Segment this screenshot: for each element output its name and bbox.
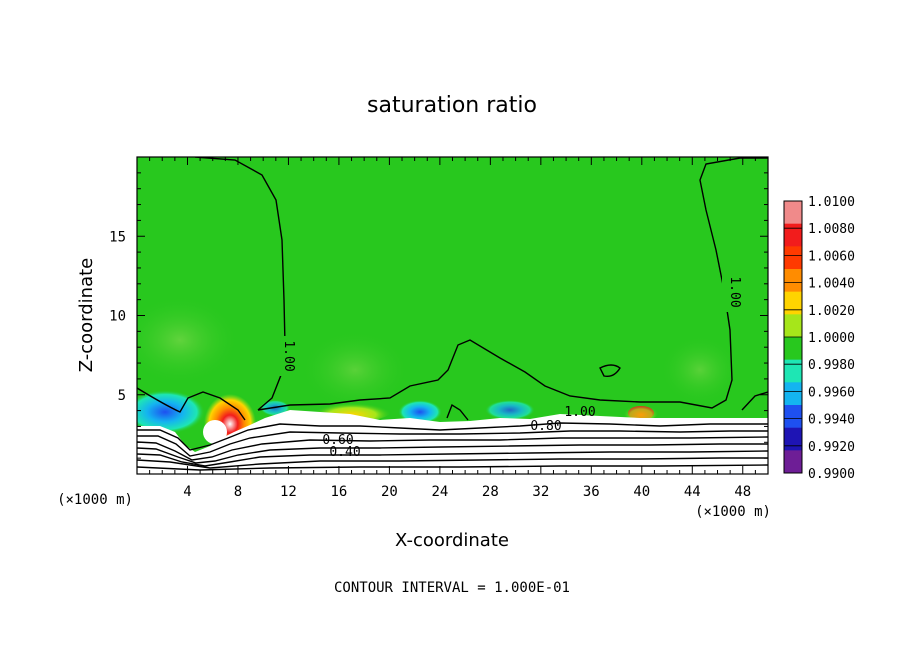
colorbar-swatch	[784, 359, 802, 383]
x-tick-label: 20	[381, 484, 398, 500]
colorbar-swatch	[784, 427, 802, 451]
contour-0-70	[137, 436, 768, 461]
colorbar-label: 1.0100	[808, 195, 855, 210]
moist-patch-right	[660, 335, 740, 405]
contour-label-center: 1.00	[564, 405, 595, 420]
colorbar-label: 0.9980	[808, 358, 855, 373]
colorbar-label: 1.0060	[808, 249, 855, 264]
x-tick-label: 36	[583, 484, 600, 500]
contour-0-90	[137, 422, 768, 451]
y-tick-label: 5	[118, 388, 126, 404]
contour-0-60	[137, 443, 768, 464]
contour-lines	[137, 157, 768, 471]
contour-0-50	[137, 450, 768, 467]
contour-label-0-40: 0.40	[329, 445, 360, 460]
colorbar-swatch	[784, 223, 802, 247]
contour-1-edge	[741, 391, 768, 411]
plot-field: 1.00 1.00 1.00 0.80 0.60 0.40	[137, 157, 768, 474]
x-tick-label: 48	[734, 484, 751, 500]
contour-1-bump	[446, 403, 469, 421]
contour-label-right: 1.00	[727, 276, 742, 307]
colorbar-label: 1.0040	[808, 277, 855, 292]
contour-1-right	[257, 157, 768, 411]
contour-0-40	[137, 457, 768, 469]
colorbar-swatch	[784, 382, 802, 406]
colorbar-label: 0.9940	[808, 413, 855, 428]
colorbar-label: 1.0000	[808, 331, 855, 346]
contour-1-left	[194, 157, 286, 411]
colorbar-label: 0.9960	[808, 385, 855, 400]
chart-title: saturation ratio	[367, 93, 537, 118]
y-tick-label: 15	[109, 229, 126, 245]
contour-label-0-80: 0.80	[530, 419, 561, 434]
subsaturated-patch-mid	[398, 400, 442, 424]
subsaturated-patch-left	[137, 390, 205, 434]
x-tick-label: 4	[183, 484, 191, 500]
x-tick-label: 12	[280, 484, 297, 500]
contour-0-30	[137, 464, 768, 471]
colorbar-swatch	[784, 450, 802, 474]
x-axis-ticks: 4 8 12 16 20 24 28 32 36 40 44 48	[149, 157, 756, 500]
contour-1-island	[599, 364, 621, 378]
colorbar-label: 1.0080	[808, 222, 855, 237]
moist-patch-center	[300, 330, 410, 410]
x-unit-label-right: (×1000 m)	[695, 504, 771, 520]
x-tick-label: 8	[234, 484, 242, 500]
colorbar-swatch	[784, 314, 802, 338]
colorbar-swatch	[784, 246, 802, 270]
x-tick-label: 32	[532, 484, 549, 500]
contour-1-left-low	[137, 387, 246, 421]
surface-notch	[203, 420, 227, 444]
colorbar-swatch	[784, 291, 802, 315]
contour-label-bg-1	[276, 336, 294, 376]
colorbar-label: 1.0020	[808, 304, 855, 319]
colorbar: 1.0100 1.0080 1.0060 1.0040 1.0020 1.0000 0.99…	[783, 195, 855, 482]
warm-halo-right	[623, 401, 659, 421]
contour-label-bg-2	[722, 272, 740, 312]
moist-patch-left	[137, 295, 240, 385]
colorbar-swatch	[784, 201, 802, 224]
y-axis-ticks: 5 10 15	[109, 172, 768, 459]
surface-layer	[137, 410, 768, 474]
contour-interval-note: CONTOUR INTERVAL = 1.000E-01	[334, 580, 570, 596]
y-axis-label: Z-coordinate	[76, 258, 97, 373]
x-tick-label: 16	[330, 484, 347, 500]
contour-label-left: 1.00	[281, 340, 296, 371]
y-tick-label: 10	[109, 309, 126, 325]
colorbar-label: 0.9900	[808, 467, 855, 482]
subsaturated-patch-center	[485, 400, 535, 420]
contour-label-0-60: 0.60	[322, 433, 353, 448]
x-tick-label: 28	[482, 484, 499, 500]
x-unit-label-left: (×1000 m)	[57, 492, 133, 508]
x-tick-label: 40	[633, 484, 650, 500]
colorbar-swatch	[784, 269, 802, 292]
colorbar-swatch	[784, 337, 802, 360]
colorbar-label: 0.9920	[808, 440, 855, 455]
contour-0-80	[137, 430, 768, 457]
x-tick-label: 24	[431, 484, 448, 500]
x-axis-label: X-coordinate	[395, 530, 509, 551]
x-tick-label: 44	[684, 484, 701, 500]
colorbar-swatch	[784, 405, 802, 428]
